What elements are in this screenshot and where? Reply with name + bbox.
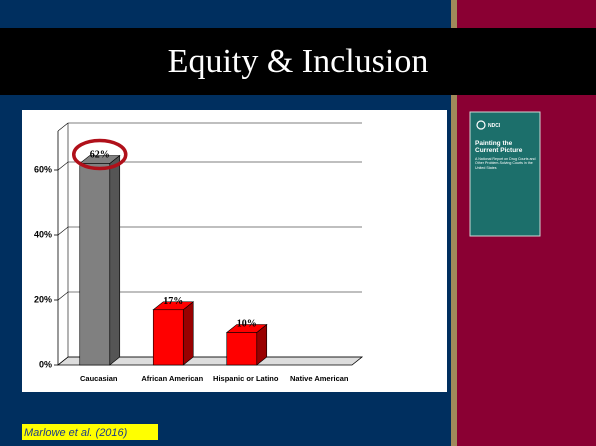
book-logo: NDCI bbox=[488, 123, 501, 129]
highlight-circle bbox=[72, 138, 128, 171]
wall-top bbox=[57, 122, 69, 132]
value-label: 62% bbox=[90, 150, 110, 161]
title-band bbox=[0, 28, 596, 95]
book-cover bbox=[469, 111, 541, 237]
book-title: Painting the Current Picture bbox=[475, 140, 523, 154]
bar bbox=[79, 163, 111, 366]
y-tick-label: 40% bbox=[34, 229, 52, 239]
grid-line bbox=[57, 161, 362, 171]
x-tick-label: African American bbox=[141, 374, 203, 383]
bar bbox=[152, 309, 184, 366]
divider bbox=[451, 0, 457, 446]
grid-line bbox=[57, 226, 362, 236]
y-tick-label: 20% bbox=[34, 294, 52, 304]
x-tick-label: Native American bbox=[290, 374, 349, 383]
book-subtitle: A National Report on Drug Courts and Oth… bbox=[475, 157, 536, 170]
citation-bg bbox=[22, 424, 158, 440]
y-tick-label: 60% bbox=[34, 164, 52, 174]
bar-side bbox=[182, 301, 194, 366]
book-logo-icon bbox=[476, 120, 486, 130]
book: NDCI Painting the Current Picture A Nati… bbox=[469, 111, 541, 237]
x-tick-label: Caucasian bbox=[80, 374, 118, 383]
slide-title: Equity & Inclusion bbox=[168, 43, 429, 80]
citation: Marlowe et al. (2016) bbox=[24, 427, 128, 439]
bar-side bbox=[109, 154, 121, 366]
x-tick-label: Hispanic or Latino bbox=[213, 374, 279, 383]
value-label: 17% bbox=[163, 296, 183, 307]
bar bbox=[226, 332, 258, 366]
y-tick-label: 0% bbox=[39, 359, 52, 369]
book-text: Painting the Current Picture A National … bbox=[475, 140, 536, 170]
grid-line bbox=[57, 291, 362, 301]
value-label: 10% bbox=[237, 319, 257, 330]
